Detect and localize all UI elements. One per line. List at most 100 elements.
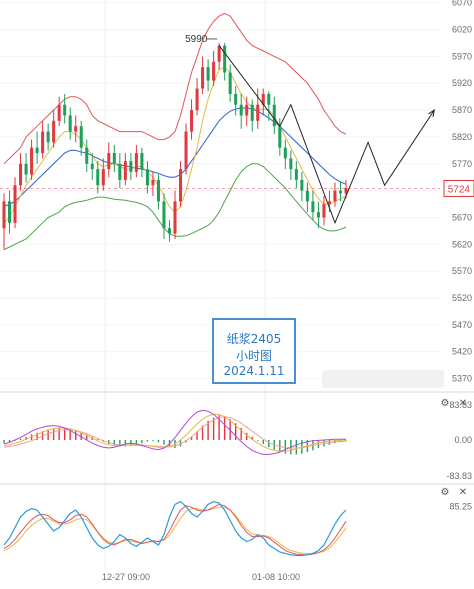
candle-body <box>195 88 199 111</box>
arrow-head <box>428 109 435 118</box>
candle-body <box>245 104 249 116</box>
candle-body <box>278 126 282 148</box>
candle-body <box>283 147 287 159</box>
candle-body <box>35 147 39 154</box>
price-tick-label: 5570 <box>452 266 472 276</box>
candle-body <box>156 179 160 202</box>
price-tick-label: 5920 <box>452 78 472 88</box>
macd-axis-label: 0.00 <box>454 435 472 445</box>
price-tick-label: 5870 <box>452 105 472 115</box>
peak-price-label: 5990 <box>185 34 208 45</box>
oscillator-settings-gear-icon[interactable]: ⚙ <box>440 487 450 498</box>
macd-dif-line <box>3 409 346 455</box>
candle-body <box>85 147 89 164</box>
candle-body <box>228 72 232 94</box>
oscillator-close-icon[interactable]: ✕ <box>458 487 468 498</box>
middle-band-line <box>3 107 347 208</box>
candle-body <box>24 163 28 175</box>
price-tick-label: 5770 <box>452 159 472 169</box>
candle-body <box>41 131 45 154</box>
price-tick-label: 6020 <box>452 25 472 35</box>
upper-band-line <box>3 12 347 165</box>
candle-body <box>217 45 221 62</box>
candle-body <box>212 61 216 81</box>
candle-body <box>190 110 194 132</box>
time-tick-label: 01-08 10:00 <box>252 572 300 582</box>
candle-body <box>289 158 293 170</box>
candle-body <box>178 169 183 202</box>
candle-body <box>201 67 205 89</box>
macd-axis-label: 83.83 <box>449 400 472 410</box>
candle-body <box>173 201 177 234</box>
price-tick-label: 5470 <box>452 320 472 330</box>
candle-body <box>79 126 83 148</box>
candle-body <box>250 104 254 121</box>
time-tick-label: 12-27 09:00 <box>102 572 150 582</box>
candle-body <box>261 93 265 105</box>
candle-body <box>134 153 138 172</box>
oscillator-k-line <box>3 500 347 557</box>
candle-body <box>145 169 149 186</box>
trend-projection-path <box>218 45 435 225</box>
annotation-symbol: 纸浆2405 <box>226 332 282 346</box>
candle-body <box>30 147 34 175</box>
candle-body <box>96 169 100 186</box>
price-tick-label: 5820 <box>452 132 472 142</box>
annotation-timeframe: 小时图 <box>235 349 272 363</box>
candle-body <box>294 169 298 180</box>
annotation-box: 纸浆2405 小时图 2024.1.11 <box>212 318 296 384</box>
candle-body <box>327 201 331 205</box>
candle-body <box>140 153 144 170</box>
candle-body <box>239 104 243 116</box>
candle-body <box>272 104 276 127</box>
candle-body <box>338 190 343 194</box>
current-price-tag <box>443 179 474 197</box>
candle-body <box>256 104 260 121</box>
price-tick-label: 6070 <box>452 0 472 8</box>
candle-body <box>2 201 6 229</box>
candle-body <box>322 204 326 218</box>
current-price-label: 5724 <box>448 184 471 195</box>
oscillator-j-line <box>3 506 347 554</box>
candle-body <box>129 161 133 172</box>
macd-close-icon[interactable]: ✕ <box>458 398 468 409</box>
annotation-date: 2024.1.11 <box>223 364 285 378</box>
price-tick-label: 5620 <box>452 239 472 249</box>
candle-body <box>63 104 67 116</box>
candle-body <box>90 163 94 170</box>
macd-settings-gear-icon[interactable]: ⚙ <box>440 398 450 409</box>
candle-body <box>151 179 155 186</box>
candle-body <box>112 153 116 164</box>
candle-body <box>234 93 238 105</box>
candle-body <box>107 153 111 170</box>
candle-body <box>101 169 105 186</box>
candle-body <box>333 190 337 202</box>
candle-body <box>184 131 188 170</box>
price-tick-label: 5670 <box>452 212 472 222</box>
candle-body <box>7 201 12 223</box>
candle-body <box>57 104 61 121</box>
candle-body <box>74 126 78 132</box>
candle-body <box>52 120 56 143</box>
candle-body <box>316 212 320 218</box>
candle-body <box>123 161 127 180</box>
oscillator-axis-label: 85.25 <box>449 501 472 511</box>
macd-axis-label: -83.83 <box>446 471 472 481</box>
macd-dea-line <box>3 413 347 452</box>
candle-body <box>162 201 166 229</box>
candle-body <box>223 45 227 73</box>
oscillator-d-line <box>3 503 347 556</box>
candle-body <box>206 67 210 81</box>
candle-body <box>118 163 122 180</box>
redacted-watermark <box>322 370 444 388</box>
price-tick-label: 5370 <box>452 374 472 384</box>
price-tick-label: 5420 <box>452 347 472 357</box>
candle-body <box>344 187 348 194</box>
candle-body <box>305 190 309 202</box>
candle-body <box>167 228 172 234</box>
candle-body <box>311 201 315 213</box>
candle-body <box>13 185 17 223</box>
candle-body <box>267 93 271 105</box>
